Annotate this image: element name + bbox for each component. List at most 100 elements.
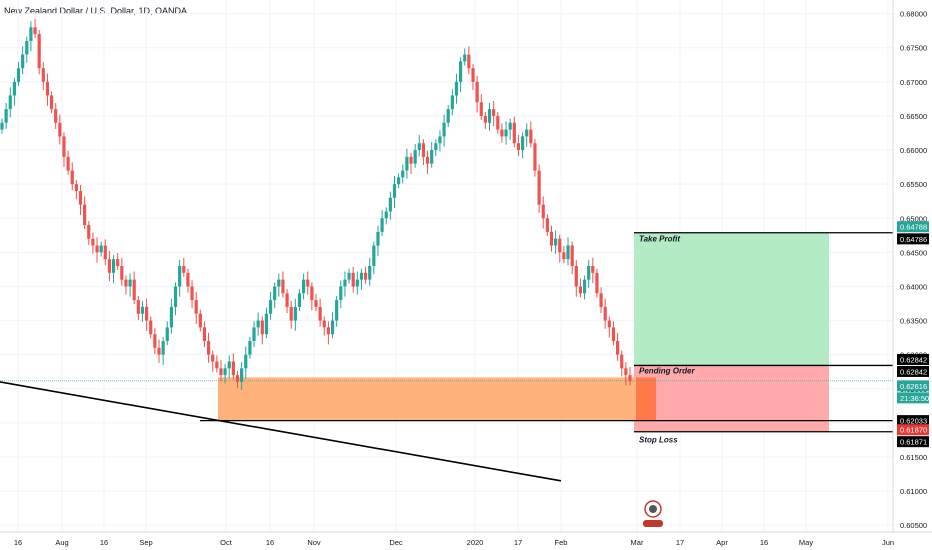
- time-tick-label: Oct: [220, 538, 233, 547]
- time-tick-label: May: [799, 538, 813, 547]
- candle-body: [240, 368, 244, 382]
- candle-body: [231, 361, 235, 376]
- candle-body: [392, 184, 397, 198]
- candle-body: [487, 109, 492, 123]
- pending-order-tag-text: 0.62842: [900, 355, 927, 364]
- candle-body: [603, 306, 607, 321]
- candle-body: [376, 231, 380, 246]
- time-tick-label: 16: [266, 538, 274, 547]
- candle-body: [120, 266, 124, 280]
- candle-body: [58, 122, 62, 137]
- candle-body: [326, 327, 330, 335]
- candle-body: [227, 361, 231, 369]
- candle-body: [549, 231, 554, 246]
- candle-body: [21, 54, 25, 69]
- candle-body: [33, 27, 37, 35]
- candle-body: [397, 177, 401, 185]
- candle-body: [516, 143, 521, 151]
- candle-body: [297, 293, 302, 307]
- candle-body: [140, 306, 145, 314]
- candle-body: [132, 279, 136, 301]
- price-tick-label: 0.65500: [900, 180, 927, 189]
- take-profit-tag-text: 0.64788: [900, 223, 927, 232]
- candle-body: [202, 327, 207, 342]
- candle-body: [107, 259, 112, 273]
- time-axis[interactable]: 16 Aug 16 Sep Oct 16 Nov Dec 2020 17 Feb Mar 17 Apr 16…: [14, 538, 894, 547]
- candle-body: [124, 279, 128, 287]
- candle-body: [500, 129, 504, 137]
- current-price-tag-text: 0.62616: [900, 382, 927, 391]
- stop-loss-tag-2: [897, 436, 929, 448]
- take-profit-zone: [634, 232, 829, 366]
- candle-body: [281, 279, 285, 294]
- candle-body: [318, 306, 322, 321]
- countdown-tag-text: 21:36:50: [900, 394, 929, 403]
- candle-body: [302, 279, 306, 294]
- stop-loss-tag: [897, 424, 929, 436]
- candle-body: [475, 81, 479, 103]
- candle-body: [190, 286, 194, 301]
- candle-body: [8, 95, 12, 110]
- candle-body: [446, 109, 450, 123]
- stop-loss-label: Stop Loss: [639, 436, 678, 445]
- candle-body: [570, 245, 574, 266]
- candle-body: [607, 320, 611, 328]
- price-tick-label: 0.60500: [900, 521, 927, 530]
- time-tick-label: 16: [100, 538, 108, 547]
- candle-body: [49, 95, 54, 110]
- candle-body: [157, 347, 161, 355]
- candle-body: [483, 115, 487, 123]
- candle-body: [145, 306, 149, 321]
- candle-body: [624, 368, 628, 376]
- price-tick-label: 0.61500: [900, 453, 927, 462]
- current-price-tag: [897, 380, 929, 392]
- candle-body: [198, 313, 202, 328]
- price-tags: 0.64788 0.64786 0.62842 0.62842 0.62616 21:36…: [897, 221, 929, 448]
- candle-body: [339, 286, 343, 301]
- candle-body: [554, 238, 558, 246]
- candle-body: [413, 150, 417, 164]
- candle-body: [409, 156, 413, 164]
- chart-title: New Zealand Dollar / U.S. Dollar, 1D, OA…: [4, 6, 188, 16]
- candle-body: [165, 327, 169, 342]
- time-tick-label: Sep: [139, 538, 152, 547]
- trendline[interactable]: [0, 381, 562, 482]
- pending-order-tag-2-text: 0.62842: [900, 367, 927, 376]
- pending-order-label: Pending Order: [639, 366, 695, 375]
- candle-body: [566, 245, 570, 260]
- candle-body: [103, 245, 107, 260]
- candle-body: [496, 115, 500, 130]
- candle-body: [574, 266, 578, 287]
- candle-body: [355, 279, 359, 287]
- stop-loss-tag-2-text: 0.61871: [900, 438, 927, 447]
- demand-zone: [218, 377, 654, 421]
- candle-body: [310, 286, 314, 301]
- demand-zone-edge: [636, 377, 656, 421]
- candle-body: [215, 361, 219, 369]
- price-tick-label: 0.64500: [900, 248, 927, 257]
- candle-body: [363, 272, 368, 280]
- candle-body: [62, 136, 66, 157]
- zone-top-tag: [897, 415, 929, 427]
- zone-top-tag-text: 0.62033: [900, 417, 927, 426]
- candle-body: [359, 272, 364, 280]
- candle-body: [256, 320, 260, 328]
- pending-order-tag-2: [897, 365, 929, 377]
- candle-body: [4, 109, 8, 123]
- price-axis[interactable]: 0.68000 0.67500 0.67000 0.66500 0.66000 0.655…: [900, 10, 927, 531]
- watermark-logo-icon: [643, 500, 663, 527]
- candle-body: [248, 341, 252, 355]
- price-tick-label: 0.61000: [900, 487, 927, 496]
- candle-body: [582, 279, 587, 294]
- candle-body: [252, 327, 256, 342]
- candle-body: [99, 245, 103, 253]
- candle-body: [173, 286, 178, 307]
- candle-body: [161, 341, 165, 355]
- price-tick-label: 0.66000: [900, 146, 927, 155]
- candle-body: [289, 306, 293, 321]
- candle-body: [0, 122, 4, 130]
- candle-body: [178, 266, 182, 287]
- price-tick-label: 0.67500: [900, 44, 927, 53]
- candle-body: [520, 136, 525, 151]
